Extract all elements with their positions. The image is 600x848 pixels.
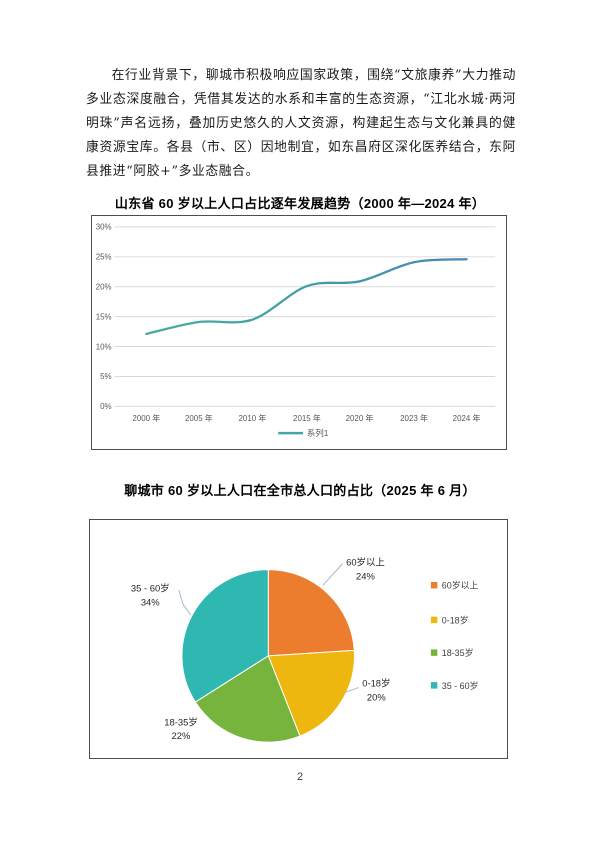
trend-line xyxy=(145,258,468,336)
legend-swatch xyxy=(430,649,438,656)
y-tick-label: 10% xyxy=(96,342,112,351)
pie-chart-canvas: 60岁以上 24% 0-18岁 20% 18-35岁 22% 35 - 60岁 34% 60岁以… xyxy=(131,557,479,743)
y-tick-label: 20% xyxy=(96,283,112,292)
y-tick-label: 15% xyxy=(96,312,112,321)
legend-item-label: 35 - 60岁 xyxy=(442,680,479,691)
pie-chart-title: 聊城市 60 岁以上人口在全市总人口的占比（2025 年 6 月） xyxy=(124,483,476,498)
pie-data-label: 0-18岁 20% xyxy=(362,678,390,703)
y-tick-label: 0% xyxy=(100,402,111,411)
x-tick-label: 2000 年 xyxy=(132,413,160,423)
pie-data-label: 60岁以上 24% xyxy=(346,557,385,582)
line-chart: 0% 5% 10% 15% 20% 25% 30% 2000 年 2005 年 2010 年 201… xyxy=(91,215,507,450)
y-tick-label: 5% xyxy=(100,372,111,381)
legend-series-label: 系列1 xyxy=(307,428,329,438)
y-tick-label: 25% xyxy=(96,253,112,262)
legend-swatch xyxy=(430,616,438,624)
x-tick-label: 2020 年 xyxy=(346,413,374,423)
x-tick-label: 2005 年 xyxy=(185,413,213,423)
page-number: 2 xyxy=(296,771,304,783)
x-tick-label: 2023 年 xyxy=(400,413,428,423)
x-tick-label: 2010 年 xyxy=(239,413,267,423)
pie-slice xyxy=(267,649,355,737)
pie-label-leader-line xyxy=(344,687,359,694)
line-chart-canvas: 0% 5% 10% 15% 20% 25% 30% 2000 年 2005 年 2010 年 201… xyxy=(96,223,496,438)
legend-item-label: 18-35岁 xyxy=(442,647,474,658)
legend-swatch xyxy=(430,682,438,689)
body-paragraph: 在行业背景下，聊城市积极响应国家政策，围绕“文旅康养”大力推动多业态深度融合，凭… xyxy=(86,68,516,179)
pie-slice xyxy=(267,569,355,657)
pie-data-label: 18-35岁 22% xyxy=(164,716,197,741)
legend-item-label: 60岁以上 xyxy=(442,580,479,591)
pie-slice xyxy=(181,569,269,703)
x-tick-label: 2024 年 xyxy=(453,413,481,423)
pie-label-leader-line xyxy=(322,563,343,586)
legend-item-label: 0-18岁 xyxy=(442,614,469,625)
pie-slice xyxy=(194,655,301,743)
x-tick-label: 2015 年 xyxy=(293,413,321,423)
legend-swatch xyxy=(430,581,438,589)
pie-chart: 60岁以上 24% 0-18岁 20% 18-35岁 22% 35 - 60岁 34% 60岁以… xyxy=(89,519,508,759)
line-chart-title: 山东省 60 岁以上人口占比逐年发展趋势（2000 年—2024 年） xyxy=(114,196,486,211)
y-tick-label: 30% xyxy=(96,223,112,232)
pie-data-label: 35 - 60岁 34% xyxy=(131,582,170,607)
pie-label-leader-line xyxy=(178,590,192,616)
